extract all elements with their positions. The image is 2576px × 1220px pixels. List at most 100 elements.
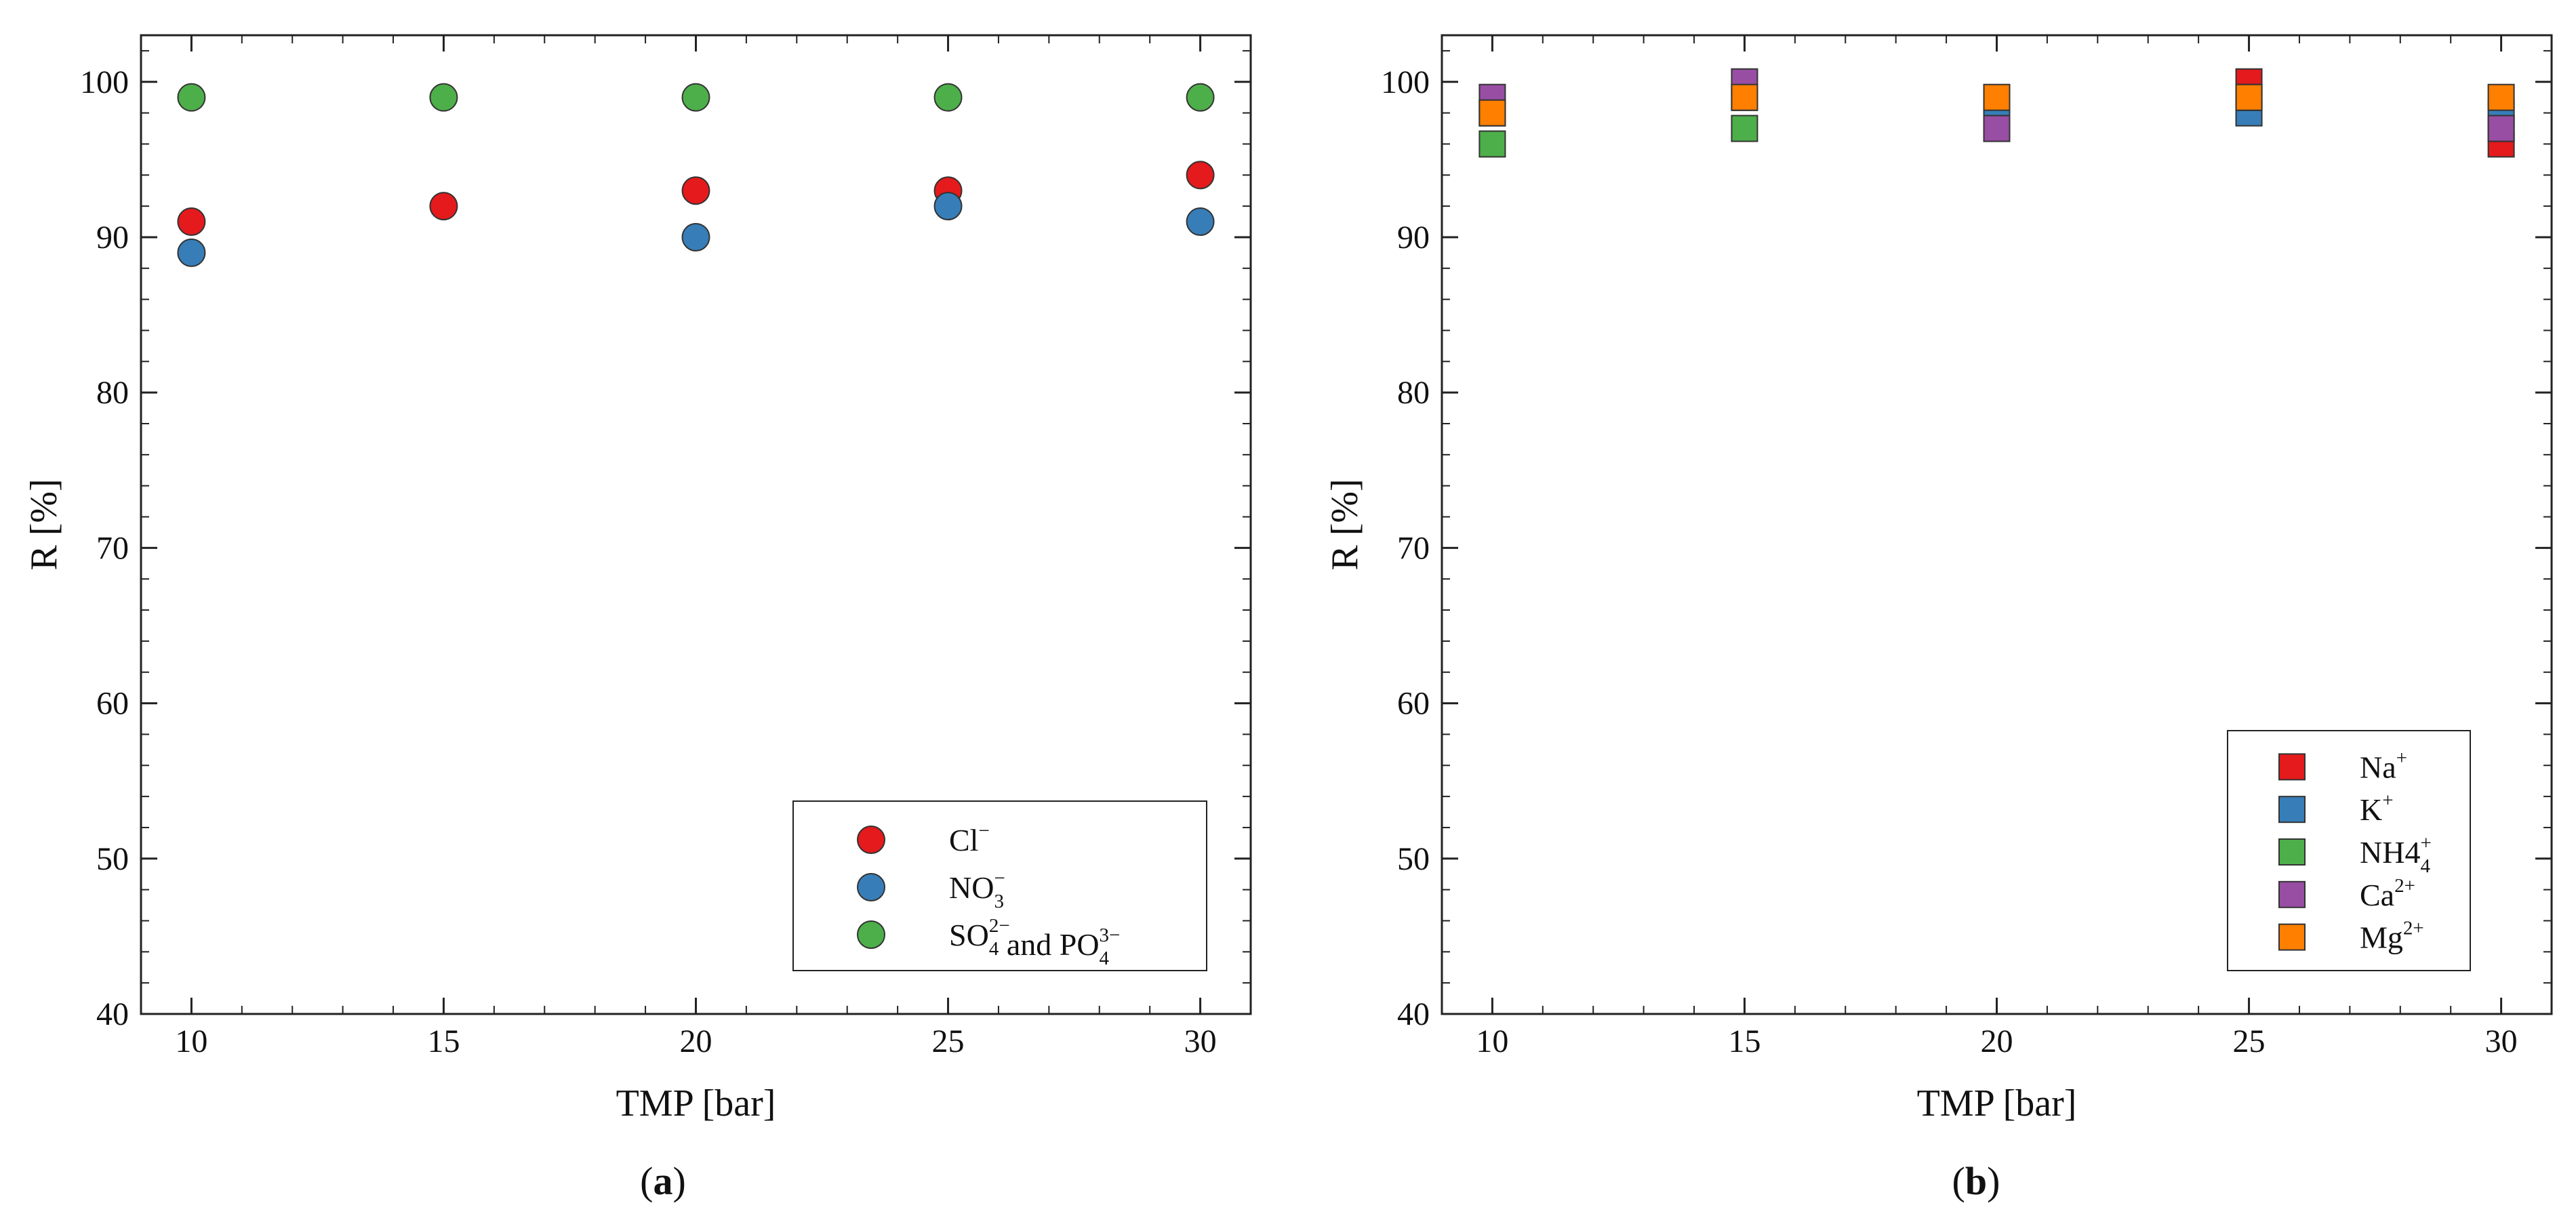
legend-label: Ca2+ — [2360, 875, 2415, 912]
caption-paren-close: ) — [1987, 1159, 2000, 1203]
y-tick-label: 90 — [1397, 220, 1430, 256]
y-axis-label: R [%] — [23, 479, 65, 570]
legend-sub-2: 4 — [1100, 948, 1110, 969]
x-tick-label: 15 — [1728, 1023, 1760, 1059]
x-tick-label: 20 — [680, 1023, 712, 1059]
legend-marker — [857, 873, 885, 901]
x-tick-label: 25 — [2233, 1023, 2266, 1059]
y-tick-label: 40 — [96, 996, 129, 1032]
caption-paren-open: ( — [640, 1159, 653, 1203]
legend-sup: + — [2420, 832, 2431, 854]
panel-caption: (a) — [640, 1159, 686, 1203]
y-tick-label: 70 — [96, 530, 129, 566]
legend-marker — [857, 826, 885, 854]
legend-name: Ca — [2360, 878, 2394, 912]
legend-name: NO — [949, 870, 994, 905]
legend-marker — [2278, 923, 2306, 951]
data-point — [429, 192, 458, 221]
series-2 — [177, 83, 1215, 112]
data-point — [681, 176, 710, 205]
legend-sup: 2+ — [2403, 918, 2424, 939]
y-tick-label: 40 — [1397, 996, 1430, 1032]
x-tick-label: 20 — [1981, 1023, 2013, 1059]
legend-label: NH4+ 4 — [2360, 832, 2432, 877]
legend-label: SO2− 4 and PO3− 4 — [949, 915, 1120, 969]
legend-marker — [2278, 880, 2306, 908]
legend-name: K — [2360, 792, 2382, 827]
legend-sub: 3 — [994, 891, 1004, 912]
series-0 — [177, 161, 1215, 237]
data-point — [1478, 99, 1506, 127]
data-point — [177, 207, 206, 237]
legend-name: SO — [949, 918, 989, 952]
data-point — [681, 83, 710, 112]
series-1 — [177, 192, 1215, 267]
data-point — [2487, 83, 2515, 111]
x-tick-label: 30 — [2485, 1023, 2518, 1059]
y-tick-label: 70 — [1397, 530, 1430, 566]
data-point — [933, 192, 963, 221]
data-point — [2487, 115, 2515, 142]
series-4 — [1478, 83, 2515, 127]
legend-marker — [857, 920, 885, 949]
legend-name-2: and PO — [999, 927, 1099, 962]
data-point — [681, 222, 710, 251]
legend-sub: 4 — [2420, 855, 2430, 877]
x-tick-label: 10 — [1476, 1023, 1508, 1059]
data-point — [177, 83, 206, 112]
legend-label: Cl− — [949, 820, 990, 857]
data-point — [1731, 83, 1758, 111]
legend-sup-2: 3− — [1100, 924, 1121, 946]
y-axis-label: R [%] — [1324, 479, 1366, 570]
legend-label: Mg2+ — [2360, 918, 2424, 955]
legend-sup: − — [978, 820, 989, 842]
y-tick-label: 100 — [80, 64, 129, 100]
data-point — [2235, 83, 2263, 111]
y-tick-label: 50 — [1397, 841, 1430, 877]
x-axis-label: TMP [bar] — [1917, 1082, 2077, 1124]
data-point — [933, 83, 963, 112]
data-point — [1186, 161, 1215, 190]
y-tick-label: 80 — [96, 375, 129, 411]
legend-sup: + — [2396, 747, 2407, 769]
panel-caption: (b) — [1952, 1159, 2000, 1203]
data-point — [1186, 83, 1215, 112]
x-axis-label: TMP [bar] — [616, 1082, 776, 1124]
legend-marker — [2278, 838, 2306, 866]
legend-sup: + — [2382, 790, 2393, 811]
data-point — [1731, 115, 1758, 142]
y-tick-label: 100 — [1381, 64, 1430, 100]
legend-label: K+ — [2360, 790, 2394, 827]
data-point — [1983, 83, 2011, 111]
legend-sup: 2+ — [2394, 875, 2415, 897]
data-point — [177, 238, 206, 267]
caption-paren-close: ) — [673, 1159, 686, 1203]
legend-name: Cl — [949, 823, 978, 857]
legend-sup: 2− — [989, 915, 1010, 937]
y-tick-label: 60 — [96, 686, 129, 722]
panel-a: 10 15 20 25 30 40 50 60 70 80 90 100 TMP [bar] R [%] (… — [23, 34, 1252, 1203]
legend-label: Na+ — [2360, 747, 2407, 784]
x-tick-label: 30 — [1184, 1023, 1217, 1059]
x-tick-label: 10 — [175, 1023, 207, 1059]
data-point — [1478, 130, 1506, 158]
data-point — [1186, 207, 1215, 237]
y-tick-label: 50 — [96, 841, 129, 877]
caption-paren-open: ( — [1952, 1159, 1965, 1203]
legend-label: NO− 3 — [949, 868, 1005, 912]
legend-marker — [2278, 753, 2306, 781]
legend-sup: − — [994, 868, 1005, 889]
x-tick-label: 15 — [427, 1023, 460, 1059]
x-tick-label: 25 — [932, 1023, 965, 1059]
caption-letter: a — [653, 1159, 673, 1203]
legend-sub: 4 — [989, 938, 999, 960]
y-tick-label: 60 — [1397, 686, 1430, 722]
legend-marker — [2278, 796, 2306, 824]
legend-name: Na — [2360, 750, 2396, 784]
data-point — [429, 83, 458, 112]
data-point — [1983, 115, 2011, 142]
